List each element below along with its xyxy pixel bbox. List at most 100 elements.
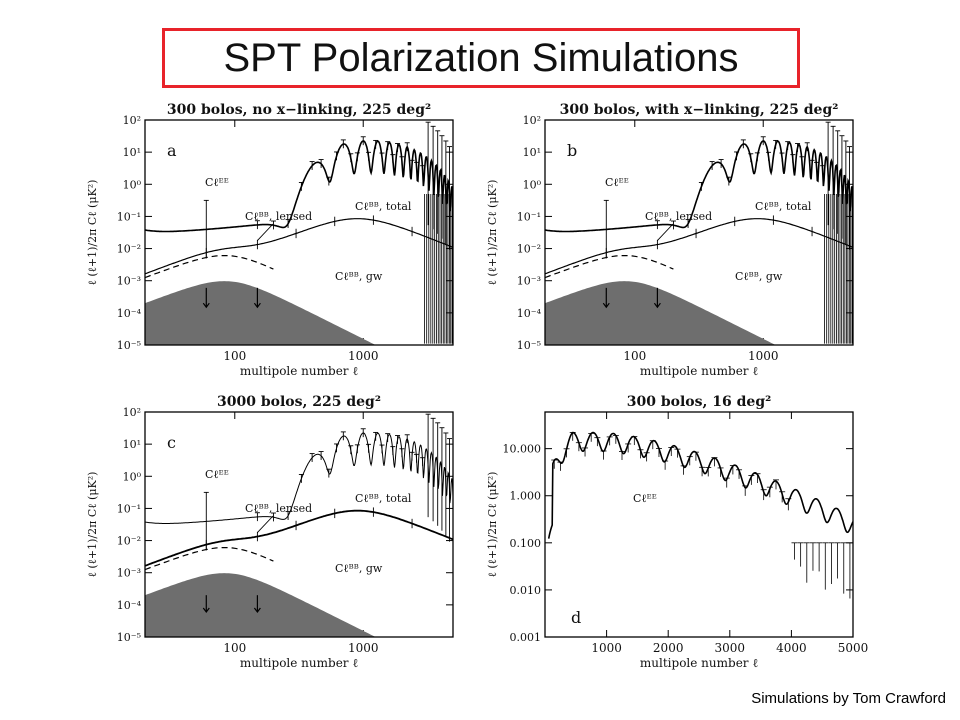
y-axis-label: ℓ (ℓ+1)/2π Cℓ (μK²) xyxy=(486,180,499,286)
bb-gw-dashed-curve xyxy=(145,255,274,279)
label-bb-lensed: Cℓᴮᴮ, lensed xyxy=(645,210,712,223)
slide-title: SPT Polarization Simulations xyxy=(223,35,739,80)
bb-total-curve xyxy=(145,218,453,275)
x-tick-label: 100 xyxy=(623,349,646,363)
x-axis-label: multipole number ℓ xyxy=(640,364,758,378)
y-tick-label: 10² xyxy=(123,406,141,419)
label-ee: Cℓᴱᴱ xyxy=(633,492,657,505)
plot-area xyxy=(145,121,453,345)
label-ee: Cℓᴱᴱ xyxy=(205,176,229,189)
chart-panel-b: 300 bolos, with x−linking, 225 deg² 100 10… xyxy=(486,102,854,378)
panel-letter: a xyxy=(167,141,177,160)
chart-panel-a: 300 bolos, no x−linking, 225 deg² 100 1000… xyxy=(86,102,454,378)
x-tick-label: 1000 xyxy=(591,641,622,655)
y-tick-label: 10¹ xyxy=(123,146,141,159)
x-tick-label: 3000 xyxy=(715,641,746,655)
y-tick-label: 10⁻¹ xyxy=(117,502,141,515)
chart-title: 300 bolos, no x−linking, 225 deg² xyxy=(167,102,431,118)
bb-total-curve xyxy=(545,218,853,275)
slide-title-box: SPT Polarization Simulations xyxy=(162,28,800,88)
label-bb-lensed: Cℓᴮᴮ, lensed xyxy=(245,210,312,223)
plot-frame xyxy=(144,119,454,346)
label-bb-total: Cℓᴮᴮ, total xyxy=(355,492,412,505)
y-tick-label: 0.100 xyxy=(510,537,542,550)
panel-letter: c xyxy=(167,433,176,452)
y-tick-label: 10⁻⁵ xyxy=(117,339,141,352)
y-axis-label: ℓ (ℓ+1)/2π Cℓ (μK²) xyxy=(486,472,499,578)
bb-gw-band xyxy=(545,281,776,345)
pointer-line xyxy=(257,515,274,533)
y-axis-label: ℓ (ℓ+1)/2π Cℓ (μK²) xyxy=(86,180,99,286)
bb-total-curve xyxy=(145,509,453,567)
y-tick-label: 10⁻⁴ xyxy=(117,599,142,612)
chart-title: 300 bolos, with x−linking, 225 deg² xyxy=(560,102,839,118)
upper-limit-arrowhead xyxy=(253,607,261,613)
panel-letter: d xyxy=(571,608,581,627)
label-ee: Cℓᴱᴱ xyxy=(205,468,229,481)
plot-area xyxy=(547,431,853,599)
label-bb-gw: Cℓᴮᴮ, gw xyxy=(335,270,383,283)
x-tick-label: 1000 xyxy=(348,349,379,363)
y-tick-label: 1.000 xyxy=(510,490,542,503)
x-tick-label: 5000 xyxy=(838,641,869,655)
y-tick-label: 10⁻³ xyxy=(517,275,541,288)
label-bb-total: Cℓᴮᴮ, total xyxy=(355,200,412,213)
y-tick-label: 10⁻⁴ xyxy=(117,307,142,320)
x-tick-label: 100 xyxy=(223,641,246,655)
plot-area xyxy=(545,121,853,345)
plot-frame xyxy=(544,119,854,346)
x-tick-label: 1000 xyxy=(748,349,779,363)
upper-limit-arrowhead xyxy=(202,607,210,613)
chart-panel-c: 3000 bolos, 225 deg² 100 1000 10² 10¹ 10⁰ 10⁻¹… xyxy=(86,394,454,670)
plot-frame xyxy=(544,411,854,638)
x-axis-label: multipole number ℓ xyxy=(240,364,358,378)
y-tick-label: 10⁻³ xyxy=(117,275,141,288)
x-axis-label: multipole number ℓ xyxy=(640,656,758,670)
panel-letter: b xyxy=(567,141,577,160)
y-tick-label: 10⁻⁵ xyxy=(117,631,141,644)
credit-text: Simulations by Tom Crawford xyxy=(751,690,946,707)
label-bb-gw: Cℓᴮᴮ, gw xyxy=(735,270,783,283)
ee-curve xyxy=(547,431,853,539)
plot-frame xyxy=(144,411,454,638)
y-tick-label: 10¹ xyxy=(123,438,141,451)
x-axis-label: multipole number ℓ xyxy=(240,656,358,670)
y-tick-label: 10⁻⁴ xyxy=(517,307,542,320)
pointer-line xyxy=(257,223,274,241)
label-bb-total: Cℓᴮᴮ, total xyxy=(755,200,812,213)
bb-gw-band xyxy=(145,281,376,345)
chart-panel-d: 300 bolos, 16 deg² 1000 2000 3000 4000 5000 10… xyxy=(486,394,869,670)
y-tick-label: 0.001 xyxy=(510,631,542,644)
y-tick-label: 10⁻¹ xyxy=(517,210,541,223)
x-tick-label: 4000 xyxy=(776,641,807,655)
y-tick-label: 10.000 xyxy=(503,443,542,456)
pointer-line xyxy=(657,223,674,241)
bb-gw-dashed-curve xyxy=(545,255,674,279)
upper-limit-arrowhead xyxy=(602,302,610,309)
y-tick-label: 10⁻² xyxy=(517,243,541,256)
upper-limit-arrowhead xyxy=(202,302,210,309)
upper-limit-arrowhead xyxy=(253,302,261,309)
y-tick-label: 10⁰ xyxy=(123,470,142,483)
y-tick-label: 10⁰ xyxy=(123,178,142,191)
y-tick-label: 10² xyxy=(123,114,141,127)
chart-title: 3000 bolos, 225 deg² xyxy=(217,394,381,410)
chart-title: 300 bolos, 16 deg² xyxy=(627,394,771,410)
y-tick-label: 10⁻² xyxy=(117,243,141,256)
y-tick-label: 10⁻³ xyxy=(117,567,141,580)
y-tick-label: 10⁻² xyxy=(117,535,141,548)
upper-limit-arrowhead xyxy=(653,302,661,309)
y-axis-label: ℓ (ℓ+1)/2π Cℓ (μK²) xyxy=(86,472,99,578)
y-tick-label: 10⁻¹ xyxy=(117,210,141,223)
plot-area xyxy=(145,413,453,637)
x-tick-label: 100 xyxy=(223,349,246,363)
label-bb-lensed: Cℓᴮᴮ, lensed xyxy=(245,502,312,515)
y-tick-label: 10¹ xyxy=(523,146,541,159)
label-bb-gw: Cℓᴮᴮ, gw xyxy=(335,562,383,575)
y-tick-label: 10² xyxy=(523,114,541,127)
x-tick-label: 2000 xyxy=(653,641,684,655)
y-tick-label: 10⁻⁵ xyxy=(517,339,541,352)
label-ee: Cℓᴱᴱ xyxy=(605,176,629,189)
y-tick-label: 0.010 xyxy=(510,584,542,597)
y-tick-label: 10⁰ xyxy=(523,178,542,191)
